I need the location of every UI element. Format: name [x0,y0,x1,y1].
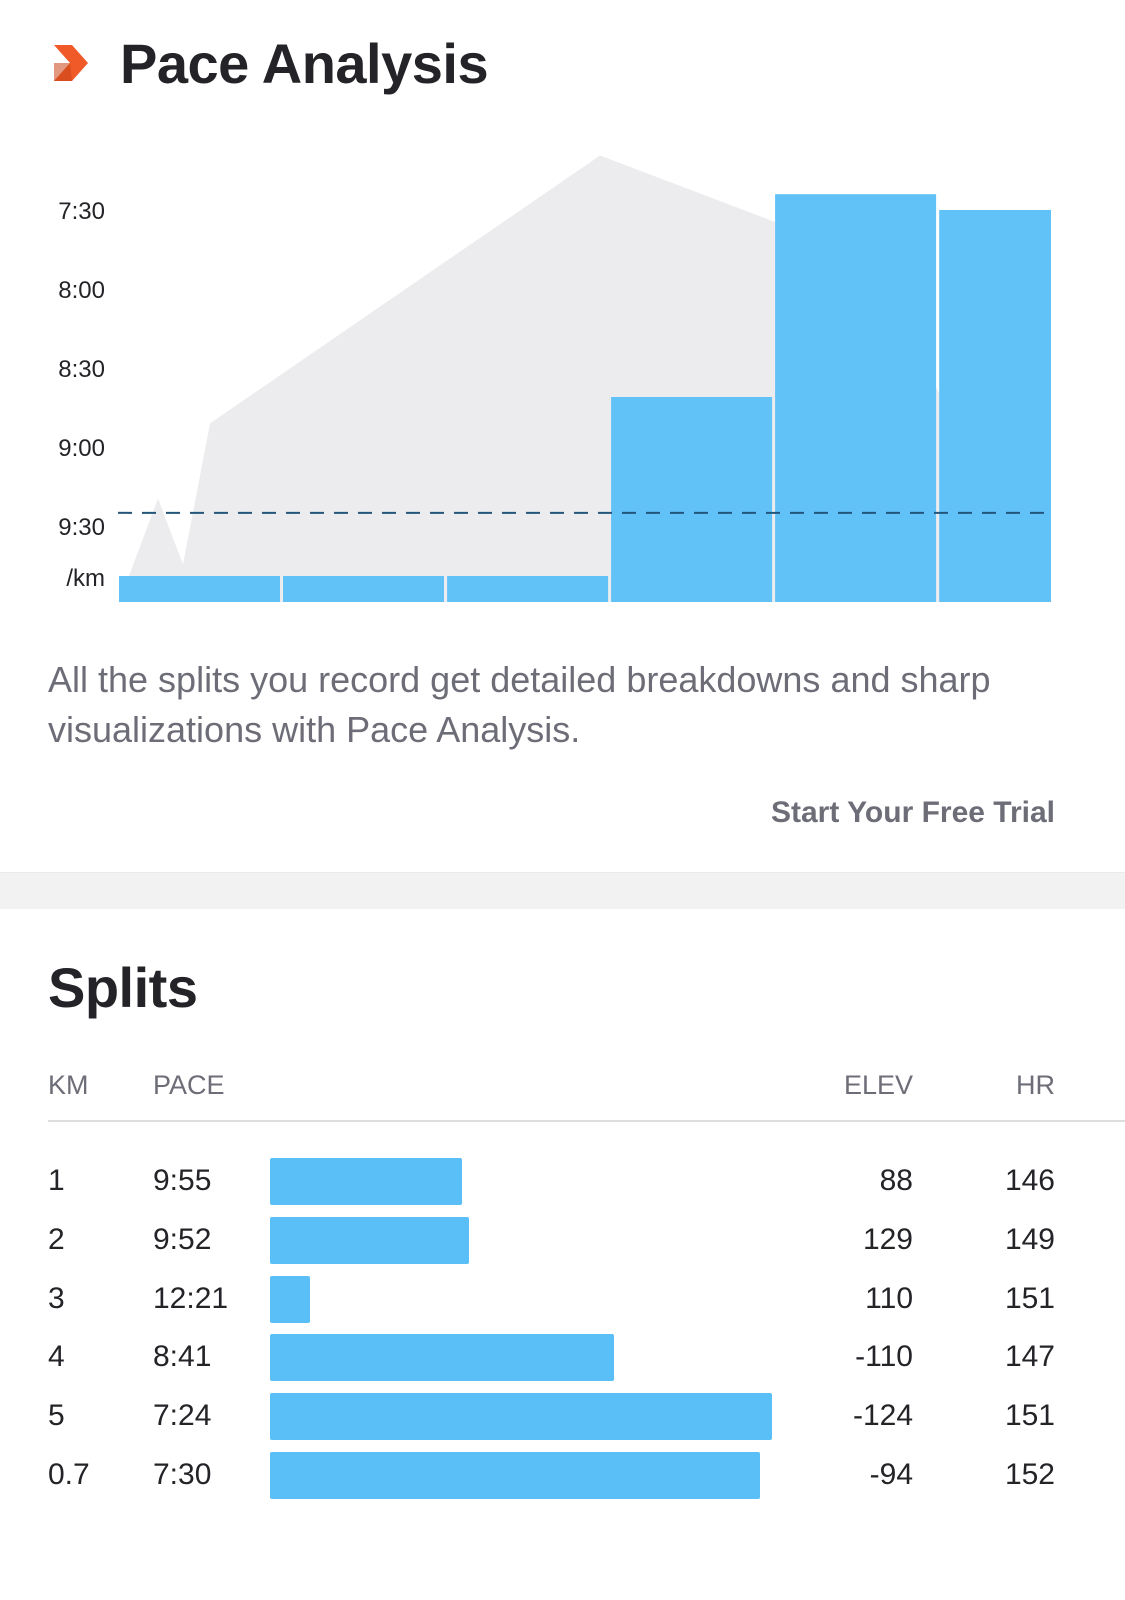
table-row: 2 9:52 129 149 [0,1211,1125,1270]
y-tick-label: 9:30 [58,514,105,541]
split-pace: 9:52 [153,1222,212,1256]
split-km: 5 [48,1399,65,1433]
y-tick-label: 9:00 [58,435,105,462]
split-pace: 9:55 [153,1164,212,1197]
splits-table: 1 9:55 88 146 2 9:52 129 149 3 12:21 110… [0,1152,1125,1505]
split-pace-bar [270,1451,760,1499]
split-hr: 152 [1004,1457,1055,1491]
split-pace: 8:41 [153,1340,212,1374]
splits-title: Splits [48,956,198,1019]
column-header-hr: HR [1016,1070,1055,1100]
chevron-right-icon [54,45,88,81]
split-elev: -110 [855,1340,913,1374]
split-pace: 7:30 [153,1457,212,1491]
split-km: 1 [48,1164,65,1197]
pace-analysis-description: All the splits you record get detailed b… [48,659,991,750]
split-km: 0.7 [48,1457,90,1491]
pace-bar [611,397,773,602]
splits-header-row: KM PACE ELEV HR [0,1066,1125,1106]
y-tick-label: 8:00 [58,277,105,304]
start-free-trial-link[interactable]: Start Your Free Trial [771,796,1055,829]
pace-bar [447,576,609,602]
split-hr: 151 [1004,1399,1055,1433]
split-elev: -124 [852,1399,913,1433]
pace-analysis-header: Pace Analysis [48,28,489,98]
split-km: 2 [48,1222,65,1256]
split-hr: 151 [1004,1281,1055,1315]
split-pace-bar [270,1216,469,1264]
split-pace-bar [270,1334,614,1382]
split-elev: 129 [862,1222,913,1256]
split-elev: -94 [869,1457,913,1491]
splits-header-divider [48,1120,1125,1122]
y-unit-label: /km [66,565,105,592]
split-pace: 12:21 [153,1281,229,1315]
table-row: 0.7 7:30 -94 152 [0,1446,1125,1505]
column-header-pace: PACE [153,1070,225,1100]
pace-analysis-title: Pace Analysis [120,31,489,95]
pace-chart: 7:30 8:00 8:30 9:00 9:30/km [0,120,1125,620]
section-divider [0,872,1125,909]
pace-bar [283,576,444,602]
split-km: 4 [48,1340,65,1374]
y-tick-label: 8:30 [58,356,105,383]
split-hr: 147 [1004,1340,1055,1374]
split-elev: 110 [865,1281,913,1315]
pace-chart-svg: 7:30 8:00 8:30 9:00 9:30/km [58,155,1053,602]
table-row: 3 12:21 110 151 [0,1270,1125,1329]
split-pace-bar [270,1158,462,1205]
split-elev: 88 [879,1164,913,1197]
split-pace-bar [270,1393,772,1441]
table-row: 1 9:55 88 146 [0,1152,1125,1211]
split-pace-bar [270,1275,310,1323]
split-km: 3 [48,1281,65,1315]
column-header-elev: ELEV [843,1070,913,1100]
table-row: 5 7:24 -124 151 [0,1387,1125,1446]
table-row: 4 8:41 -110 147 [0,1328,1125,1387]
split-hr: 146 [1004,1164,1055,1197]
split-pace: 7:24 [153,1399,212,1433]
column-header-km: KM [48,1070,89,1100]
split-hr: 149 [1004,1222,1055,1256]
y-tick-label: 7:30 [58,198,105,225]
pace-bar [775,194,937,602]
pace-bar [119,576,280,602]
pace-bar [939,210,1051,602]
